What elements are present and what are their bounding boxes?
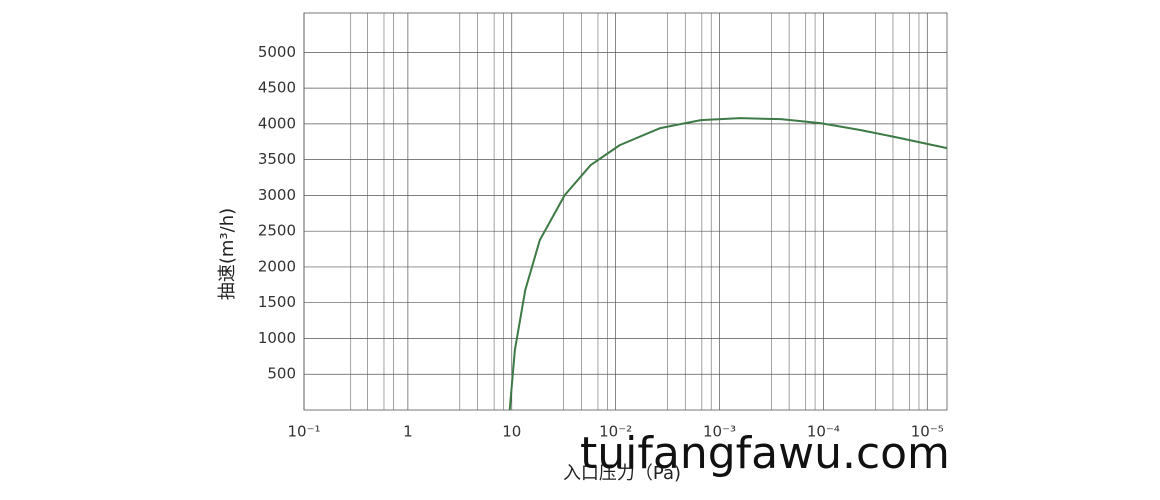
x-tick-label: 10⁻² [599, 423, 632, 441]
y-tick-label: 5000 [258, 43, 296, 61]
x-tick-label: 10⁻⁴ [807, 423, 840, 441]
y-axis-title: 抽速(m³/h) [217, 208, 238, 300]
x-tick-label: 1 [403, 423, 413, 441]
y-tick-label: 500 [267, 365, 296, 383]
watermark: tuifangfawu.com [580, 428, 950, 479]
y-tick-label: 4000 [258, 114, 296, 132]
y-tick-label: 4500 [258, 79, 296, 97]
x-tick-label: 10⁻³ [703, 423, 736, 441]
x-tick-label: 10 [502, 423, 521, 441]
y-tick-label: 3500 [258, 150, 296, 168]
plot-frame [303, 12, 948, 411]
y-tick-label: 1000 [258, 329, 296, 347]
y-tick-label: 2500 [258, 222, 296, 240]
y-tick-label: 1500 [258, 293, 296, 311]
y-tick-label: 3000 [258, 186, 296, 204]
x-tick-label: 10⁻¹ [287, 423, 320, 441]
series-line [508, 117, 948, 411]
x-tick-label: 10⁻⁵ [911, 423, 944, 441]
y-tick-label: 2000 [258, 257, 296, 275]
x-axis-title: 入口压力（Pa) [563, 463, 681, 484]
